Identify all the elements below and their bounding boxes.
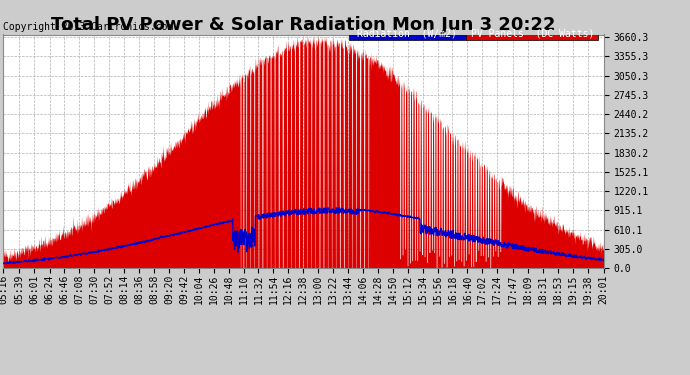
Text: Radiation  (W/m2): Radiation (W/m2) [357, 29, 457, 39]
FancyBboxPatch shape [466, 27, 598, 40]
FancyBboxPatch shape [348, 27, 466, 40]
Text: PV Panels  (DC Watts): PV Panels (DC Watts) [471, 29, 594, 39]
Title: Total PV Power & Solar Radiation Mon Jun 3 20:22: Total PV Power & Solar Radiation Mon Jun… [51, 16, 556, 34]
Text: Copyright 2013 Cartronics.com: Copyright 2013 Cartronics.com [3, 22, 174, 32]
